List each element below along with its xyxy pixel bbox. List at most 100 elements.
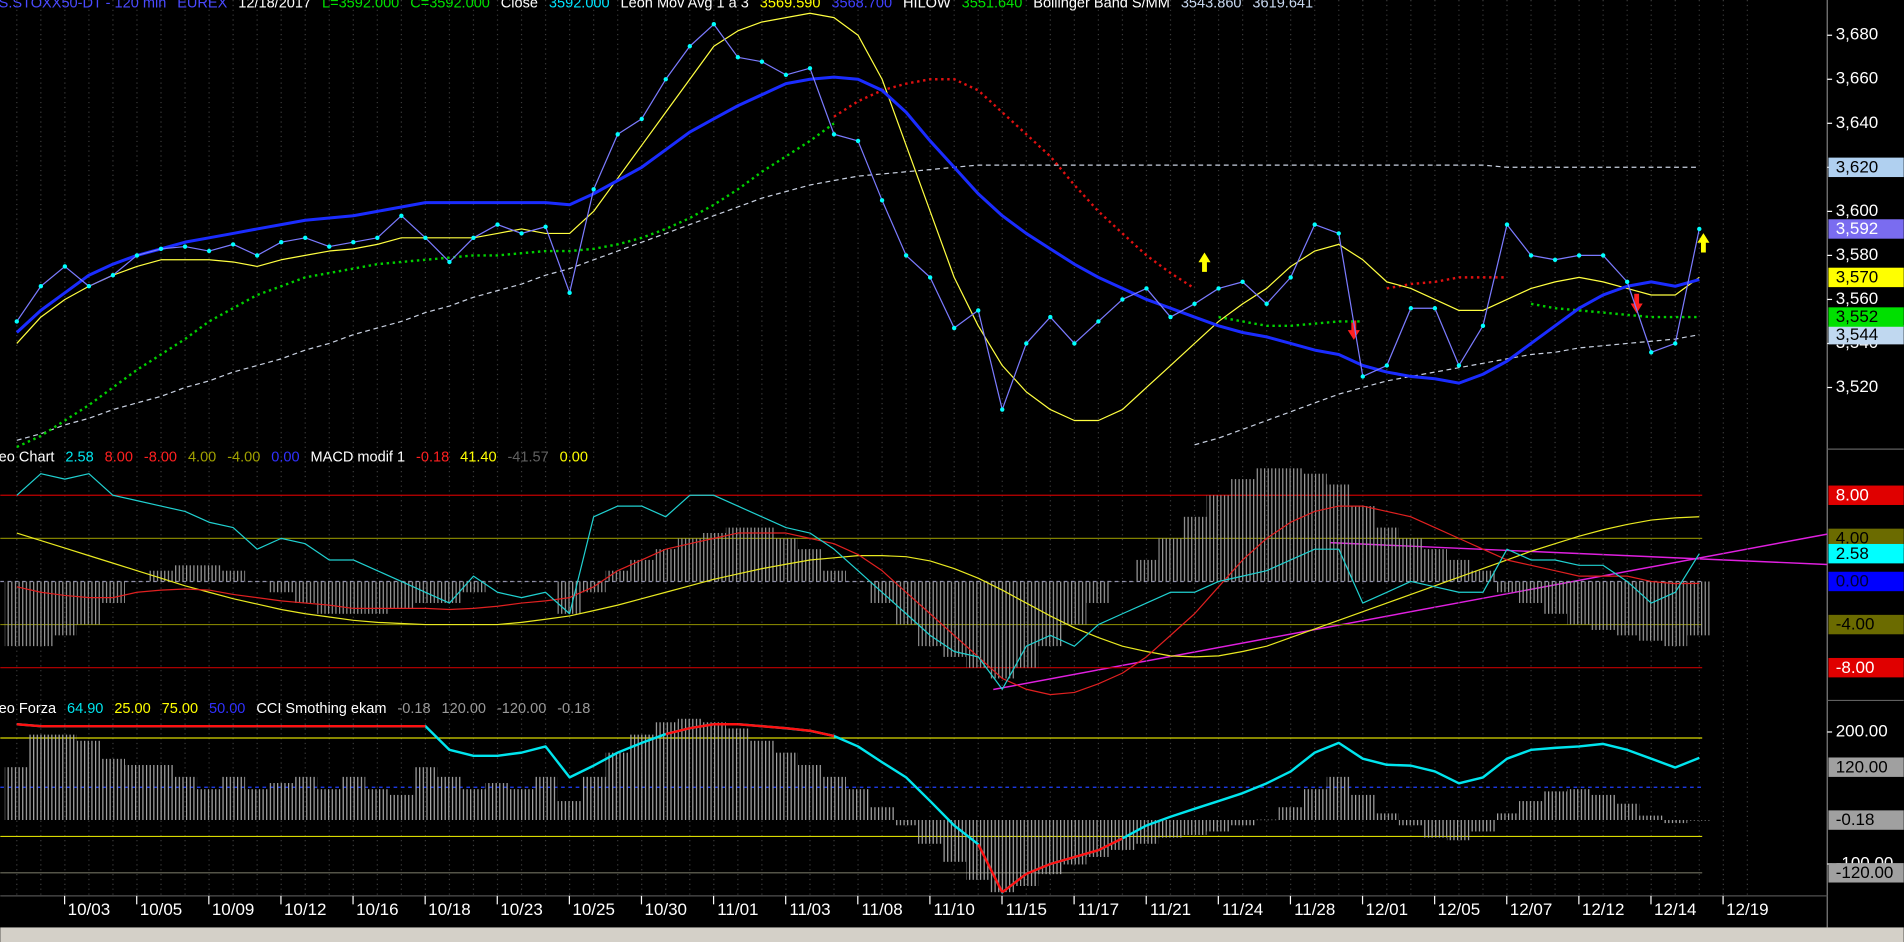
x-tick-label: 10/25	[572, 900, 615, 919]
x-tick-label: 11/21	[1150, 900, 1191, 919]
histogram-bar	[1350, 794, 1375, 821]
x-tick-label: 12/07	[1510, 900, 1553, 919]
legend-item: 0.00	[560, 449, 588, 465]
x-tick-label: 11/08	[861, 900, 902, 919]
y-tick-label: 3,580	[1836, 245, 1879, 264]
histogram-bar	[1543, 581, 1568, 614]
x-tick-label: 10/03	[68, 900, 111, 919]
x-tick-label: 11/24	[1222, 900, 1263, 919]
histogram-bar	[317, 789, 342, 821]
value-marker-label: -0.18	[1836, 810, 1875, 829]
histogram-bar	[1302, 473, 1327, 582]
histogram-bar	[124, 764, 149, 821]
price-dot	[495, 222, 500, 227]
price-dot	[1048, 314, 1053, 320]
histogram-bar	[28, 734, 53, 821]
histogram-bar	[293, 581, 318, 604]
price-dot	[1168, 314, 1173, 320]
histogram-bar	[413, 767, 438, 821]
price-dot	[38, 284, 44, 289]
x-tick-label: 11/15	[1006, 900, 1047, 919]
histogram-bar	[221, 776, 246, 821]
legend-item: 3551.640	[962, 0, 1023, 11]
price-dot	[1408, 306, 1414, 311]
histogram-bar	[1374, 813, 1399, 821]
price-dot	[663, 77, 668, 82]
price-dot	[182, 244, 188, 249]
price-dot	[1360, 374, 1365, 379]
legend-item: MACD modif 1	[311, 449, 406, 465]
value-marker-label: -120.00	[1836, 863, 1894, 882]
value-marker-label: 120.00	[1836, 757, 1888, 776]
price-dot	[375, 235, 380, 240]
price-dot	[471, 235, 476, 240]
alert-segment	[761, 725, 787, 730]
histogram-bar	[749, 740, 774, 821]
histogram-bar	[1470, 570, 1495, 582]
price-dot	[952, 325, 957, 331]
y-tick-label: 3,660	[1836, 69, 1879, 88]
histogram-bar	[1687, 820, 1712, 821]
histogram-bar	[1519, 801, 1544, 821]
histogram-bar	[1350, 506, 1375, 582]
price-dot	[279, 240, 284, 245]
histogram-bar	[1663, 820, 1688, 824]
price-dot	[783, 72, 789, 78]
histogram-bar	[317, 581, 342, 614]
scrollbar[interactable]	[0, 927, 1904, 942]
histogram-bar	[677, 538, 702, 582]
legend-item: 3543.860	[1181, 0, 1242, 11]
histogram-bar	[1062, 581, 1087, 625]
legend-item: Close	[501, 0, 538, 11]
price-dot	[1216, 286, 1221, 291]
price-dot	[1697, 226, 1702, 232]
histogram-bar	[1422, 549, 1447, 582]
histogram-bar	[533, 581, 558, 583]
x-tick-label: 10/16	[356, 900, 399, 919]
histogram-bar	[1519, 581, 1544, 604]
legend-item: -120.00	[497, 701, 546, 717]
price-dot	[711, 22, 717, 27]
buy-arrow	[1697, 233, 1710, 253]
x-tick-label: 11/03	[789, 900, 830, 919]
histogram-bar	[4, 767, 29, 821]
legend-item: -4.00	[227, 449, 260, 465]
histogram-bar	[28, 581, 53, 647]
price-dot	[1264, 301, 1269, 307]
histogram-bar	[1398, 538, 1423, 582]
series-line	[16, 505, 1700, 696]
histogram-bar	[1182, 516, 1207, 582]
value-marker-label: -8.00	[1836, 658, 1875, 677]
price-dot	[1000, 407, 1005, 412]
price-dot	[1504, 222, 1510, 227]
legend-item: Leo Forza	[0, 701, 57, 717]
alert-segment	[977, 843, 1004, 893]
histogram-bar	[1567, 789, 1592, 821]
histogram-bar	[1182, 820, 1207, 835]
price-dot	[831, 132, 837, 137]
price-dot	[519, 231, 524, 236]
histogram-bar	[1014, 581, 1039, 668]
histogram-bar	[1543, 791, 1568, 821]
price-dot	[1673, 341, 1678, 346]
price-dot	[327, 244, 332, 249]
histogram-bar	[653, 722, 678, 821]
legend-item: 2.58	[65, 449, 93, 465]
price-dot	[759, 59, 765, 64]
legend-item: 12/18/2017	[238, 0, 311, 11]
buy-arrow	[1198, 252, 1211, 272]
histogram-bar	[1302, 789, 1327, 821]
series-line	[16, 516, 1700, 658]
legend-item: Leon Mov Avg 1 a 3	[621, 0, 749, 11]
price-dot	[1528, 253, 1534, 258]
histogram-bar	[437, 776, 462, 821]
histogram-bar	[1230, 479, 1255, 582]
price-dot	[639, 116, 644, 122]
legend-item: 3568.700	[831, 0, 892, 11]
series-line	[15, 75, 1700, 385]
histogram-bar	[100, 758, 125, 821]
value-marker-label: 2.58	[1836, 544, 1869, 563]
